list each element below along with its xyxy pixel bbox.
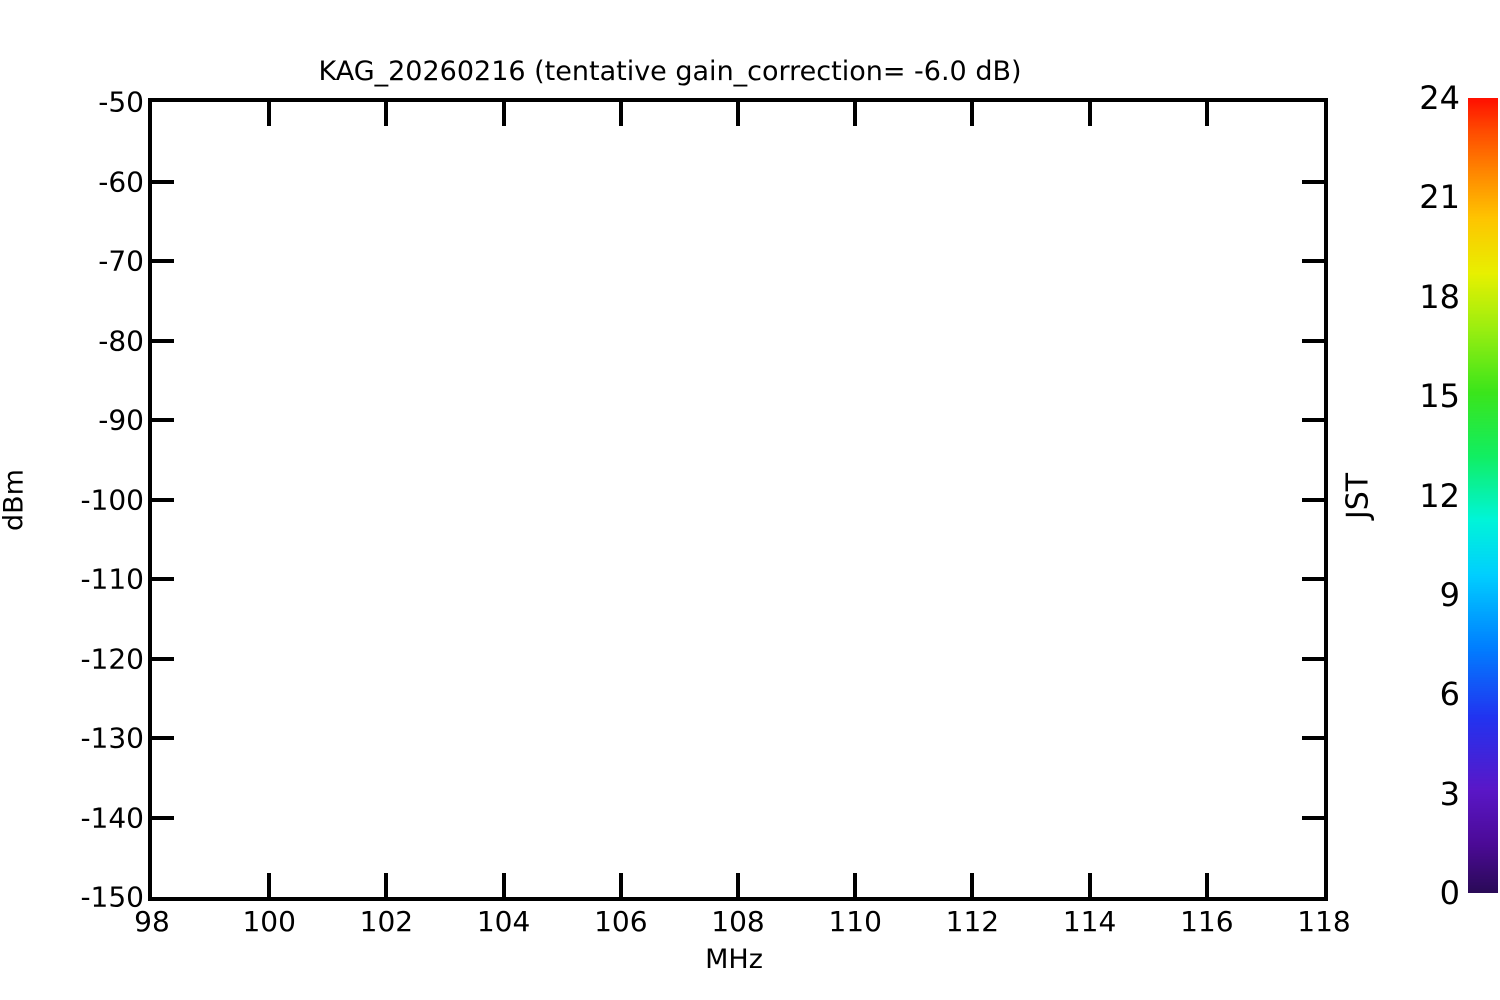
y-tick-label: -120 <box>80 642 144 675</box>
x-tick-top <box>618 102 623 126</box>
x-tick <box>618 873 623 897</box>
y-tick-label: -60 <box>98 165 144 198</box>
y-tick-right <box>1302 815 1324 820</box>
x-tick-top <box>736 102 740 126</box>
x-tick-top <box>1204 102 1209 126</box>
x-tick-top <box>853 102 858 126</box>
x-tick <box>736 873 740 897</box>
colorbar-tick-label: 9 <box>1439 575 1460 614</box>
y-tick-right <box>1302 338 1324 343</box>
y-tick-label: -150 <box>80 880 144 914</box>
y-tick <box>152 577 174 581</box>
y-tick-right <box>1302 656 1324 661</box>
y-tick <box>152 259 174 263</box>
x-tick-label: 106 <box>594 905 648 938</box>
colorbar-tick-label: 18 <box>1419 277 1460 316</box>
x-tick-label: 118 <box>1297 905 1351 938</box>
colorbar-tick-label: 15 <box>1419 377 1460 416</box>
x-tick-label: 100 <box>242 905 296 938</box>
y-tick-label: -130 <box>80 721 144 755</box>
y-tick <box>152 656 174 661</box>
x-tick <box>501 873 506 897</box>
x-tick-label: 116 <box>1180 905 1234 938</box>
y-tick-label: -110 <box>80 562 144 596</box>
y-tick-right <box>1302 418 1324 422</box>
x-tick-label: 104 <box>476 905 531 938</box>
plot-frame <box>148 98 1328 901</box>
y-tick-right <box>1302 736 1324 740</box>
y-tick-right <box>1302 497 1324 502</box>
x-tick <box>853 873 858 897</box>
y-tick <box>152 815 174 820</box>
x-tick <box>1204 873 1209 897</box>
x-tick-label: 110 <box>828 905 882 938</box>
y-tick-right <box>1302 577 1324 581</box>
y-tick <box>152 418 174 422</box>
y-tick <box>152 179 174 184</box>
x-tick-top <box>970 102 975 126</box>
colorbar-tick-label: 6 <box>1439 675 1460 714</box>
colorbar-tick-label: 0 <box>1439 874 1460 912</box>
x-tick-top <box>267 102 272 126</box>
colorbar <box>1468 98 1498 893</box>
y-tick-label: -70 <box>98 244 144 278</box>
x-tick-label: 98 <box>134 905 170 938</box>
x-tick-label: 102 <box>359 905 414 938</box>
page-title: KAG_20260216 (tentative gain_correction=… <box>318 56 1022 87</box>
colorbar-tick-label: 24 <box>1419 79 1460 117</box>
x-tick <box>970 873 975 897</box>
x-tick-label: 112 <box>945 905 1000 938</box>
colorbar-tick-label: 21 <box>1419 178 1460 217</box>
y-tick <box>152 497 174 502</box>
y-tick <box>152 338 174 343</box>
x-axis-title: MHz <box>705 944 763 975</box>
x-tick <box>384 873 389 897</box>
colorbar-tick-label: 3 <box>1439 774 1460 813</box>
x-tick-top <box>501 102 506 126</box>
y-axis-title: dBm <box>0 469 30 531</box>
y-tick-right <box>1302 259 1324 263</box>
y-tick-label: -140 <box>80 801 144 834</box>
y-tick-label: -100 <box>80 483 144 516</box>
y-tick-right <box>1302 179 1324 184</box>
y-tick-label: -90 <box>98 403 144 437</box>
y-tick-label: -80 <box>98 324 144 357</box>
x-tick-label: 108 <box>711 905 765 938</box>
x-tick <box>1087 873 1092 897</box>
colorbar-tick-label: 12 <box>1419 476 1460 515</box>
colorbar-title: JST <box>1340 472 1376 520</box>
y-tick <box>152 736 174 740</box>
y-tick-label: -50 <box>98 85 144 119</box>
x-tick-label: 114 <box>1062 905 1117 938</box>
x-tick <box>267 873 272 897</box>
x-tick-top <box>1087 102 1092 126</box>
x-tick-top <box>384 102 389 126</box>
